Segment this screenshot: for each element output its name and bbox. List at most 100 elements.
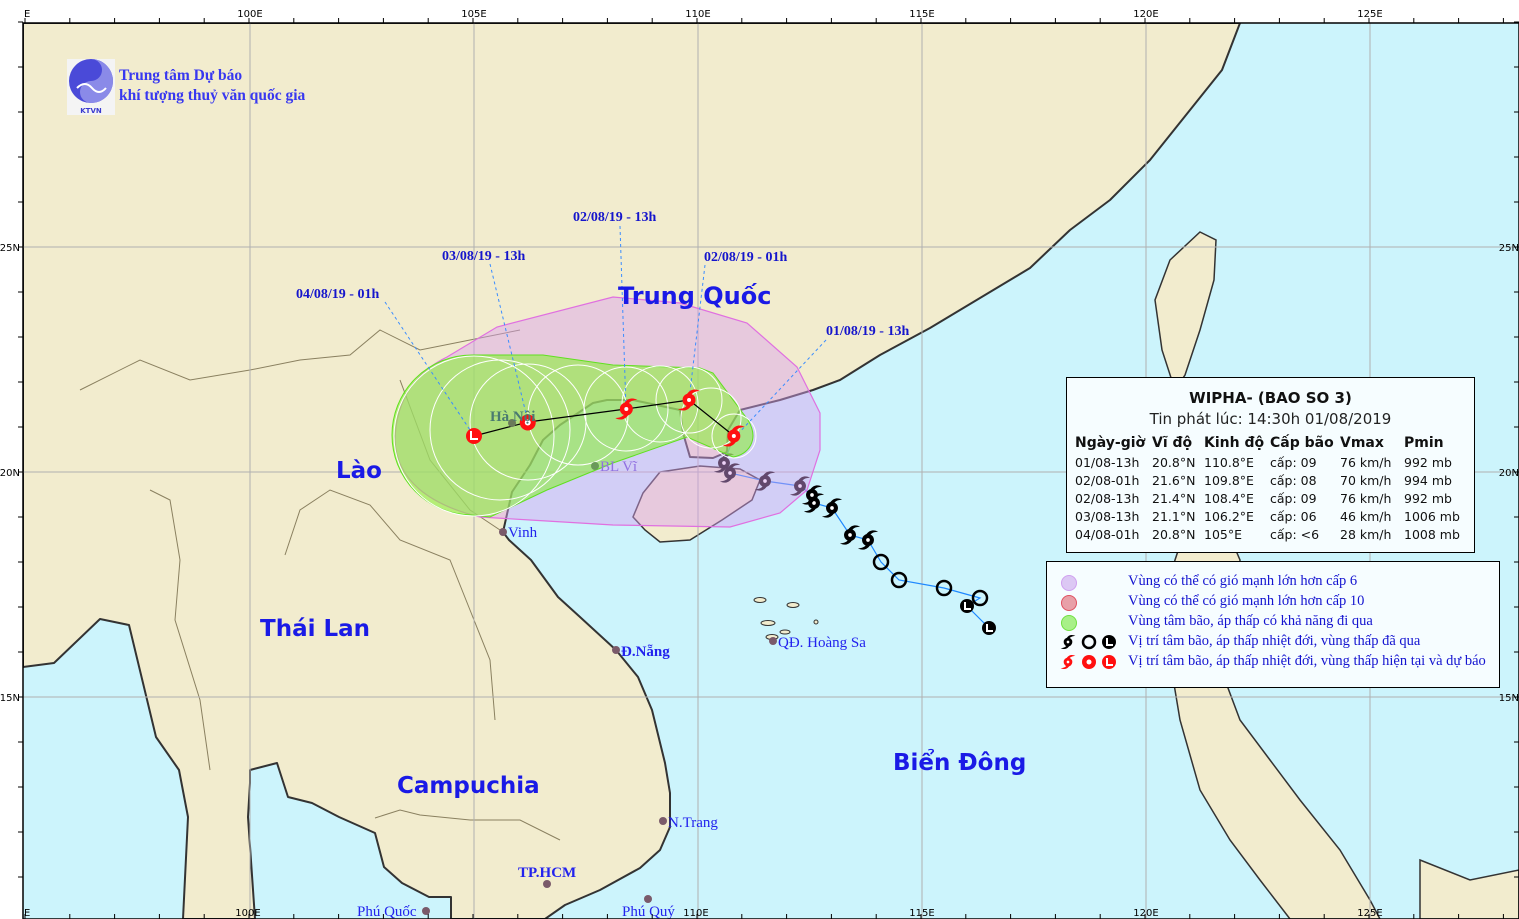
- left-axis-labels: 25N 20N 15N: [0, 243, 20, 704]
- legend-symbols: [1060, 654, 1116, 670]
- legend-swatch: [1061, 575, 1077, 591]
- past-depression-symbol: [935, 579, 953, 597]
- svg-text:120E: 120E: [1133, 908, 1158, 919]
- legend-swatch: [1061, 615, 1077, 631]
- table-row: 04/08-01h 20.8°N 105°E cấp: <6 28 km/h 1008 m…: [1075, 525, 1464, 543]
- table-cell: 76 km/h: [1340, 454, 1392, 470]
- past-low-symbol: [982, 621, 996, 635]
- table-cell: 21.6°N: [1152, 472, 1196, 488]
- table-cell: 992 mb: [1404, 490, 1452, 506]
- map-frame: [22, 22, 1519, 919]
- table-cell: 21.1°N: [1152, 508, 1196, 524]
- philippine-islands: [1419, 858, 1519, 919]
- forecast-low-symbol: [466, 428, 482, 444]
- table-cell: 02/08-01h: [1075, 472, 1140, 488]
- table-cell: cấp: 06: [1270, 508, 1317, 524]
- table-cell: 20.8°N: [1152, 526, 1196, 542]
- svg-text:25N: 25N: [1499, 243, 1519, 254]
- forecast-label-03-13h: 03/08/19 - 13h: [442, 249, 525, 264]
- label-lao: Lào: [336, 458, 382, 484]
- svg-text:125E: 125E: [1357, 9, 1382, 20]
- city-nha-trang: N.Trang: [668, 815, 718, 831]
- svg-text:20N: 20N: [0, 468, 20, 479]
- svg-text:E: E: [24, 908, 30, 919]
- svg-text:115E: 115E: [909, 9, 934, 20]
- forecast-label-02-01h: 02/08/19 - 01h: [704, 250, 787, 265]
- label-thai-lan: Thái Lan: [260, 616, 370, 642]
- column-header: Cấp bão: [1270, 435, 1334, 451]
- column-header: Vĩ độ: [1152, 435, 1193, 451]
- table-cell: cấp: 08: [1270, 472, 1317, 488]
- table-cell: 106.2°E: [1204, 508, 1254, 524]
- legend-swatch: [1061, 595, 1077, 611]
- table-cell: 994 mb: [1404, 472, 1452, 488]
- table-row: 01/08-13h 20.8°N 110.8°E cấp: 09 76 km/h 992 …: [1075, 453, 1464, 471]
- map-legend: Vùng có thể có gió mạnh lớn hơn cấp 6 Vùn…: [1046, 561, 1500, 688]
- city-markers: [422, 419, 777, 915]
- past-track: [713, 435, 996, 635]
- svg-text:KTVN: KTVN: [80, 107, 102, 115]
- forecast-label-02-13h: 02/08/19 - 13h: [573, 210, 656, 225]
- city-vinh: Vinh: [508, 525, 538, 541]
- legend-item: Vị trí tâm bão, áp thấp nhiệt đới, vùng …: [1047, 652, 1499, 672]
- past-depression-symbol: [971, 589, 989, 607]
- storm-title: WIPHA- (BAO SO 3): [1189, 389, 1352, 407]
- legend-label: Vị trí tâm bão, áp thấp nhiệt đới, vùng …: [1128, 633, 1421, 649]
- column-header: Vmax: [1340, 435, 1384, 451]
- issued-time: Tin phát lúc: 14:30h 01/08/2019: [1149, 410, 1392, 428]
- table-cell: 03/08-13h: [1075, 508, 1140, 524]
- column-header: Ngày-giờ: [1075, 435, 1146, 451]
- city-da-nang: Đ.Nẵng: [621, 644, 670, 660]
- paracel-islands: [753, 597, 819, 640]
- table-cell: 21.4°N: [1152, 490, 1196, 506]
- table-cell: 04/08-01h: [1075, 526, 1140, 542]
- storm-info-box: WIPHA- (BAO SO 3) Tin phát lúc: 14:30h 0…: [1066, 377, 1475, 553]
- legend-label: Vùng có thể có gió mạnh lớn hơn cấp 10: [1128, 593, 1365, 609]
- svg-text:100E: 100E: [237, 9, 262, 20]
- table-cell: 1006 mb: [1404, 508, 1460, 524]
- svg-text:20N: 20N: [1499, 468, 1519, 479]
- column-header: Kinh độ: [1204, 435, 1265, 451]
- table-row: 02/08-01h 21.6°N 109.8°E cấp: 08 70 km/h 994 …: [1075, 471, 1464, 489]
- city-phu-quoc: Phú Quốc: [357, 904, 417, 919]
- forecast-table: Ngày-giờ Vĩ độ Kinh độ Cấp bão Vmax Pmin 01/0…: [1075, 432, 1464, 543]
- forecast-label-04-01h: 04/08/19 - 01h: [296, 287, 379, 302]
- svg-text:100E: 100E: [235, 908, 260, 919]
- past-depression-symbol: [872, 553, 890, 571]
- svg-text:120E: 120E: [1133, 9, 1158, 20]
- table-cell: cấp: 09: [1270, 490, 1317, 506]
- city-phu-quy: Phú Quý: [622, 904, 675, 919]
- svg-text:15N: 15N: [0, 693, 20, 704]
- bottom-axis-labels: E 100E 110E 115E 120E 125E: [24, 908, 1383, 919]
- table-cell: 105°E: [1204, 526, 1243, 542]
- forecast-depression-symbol: [519, 414, 536, 431]
- table-cell: 01/08-13h: [1075, 454, 1140, 470]
- svg-text:110E: 110E: [683, 908, 708, 919]
- table-cell: 28 km/h: [1340, 526, 1392, 542]
- city-bl-vi: BL Vĩ: [600, 459, 638, 475]
- table-cell: 110.8°E: [1204, 454, 1254, 470]
- svg-text:E: E: [24, 9, 30, 20]
- legend-label: Vùng tâm bão, áp thấp có khả năng đi qua: [1128, 613, 1373, 629]
- label-bien-dong: Biển Đông: [893, 748, 1026, 776]
- svg-text:110E: 110E: [685, 9, 710, 20]
- legend-item: Vùng có thể có gió mạnh lớn hơn cấp 10: [1047, 592, 1499, 612]
- city-tp-hcm: TP.HCM: [518, 865, 576, 881]
- table-cell: 109.8°E: [1204, 472, 1254, 488]
- table-cell: 02/08-13h: [1075, 490, 1140, 506]
- label-leaders: [384, 225, 827, 437]
- svg-text:115E: 115E: [909, 908, 934, 919]
- top-axis-labels: E 100E 105E 110E 115E 120E 125E: [24, 9, 1383, 20]
- legend-label: Vị trí tâm bão, áp thấp nhiệt đới, vùng …: [1128, 653, 1486, 669]
- ktvn-logo: KTVN: [67, 59, 115, 115]
- past-track-line: [723, 435, 990, 629]
- table-cell: cấp: <6: [1270, 526, 1320, 542]
- table-cell: cấp: 09: [1270, 454, 1317, 470]
- table-cell: 20.8°N: [1152, 454, 1196, 470]
- table-cell: 992 mb: [1404, 454, 1452, 470]
- svg-text:25N: 25N: [0, 243, 20, 254]
- svg-text:15N: 15N: [1499, 693, 1519, 704]
- forecast-positions: [466, 389, 745, 447]
- legend-item: Vùng có thể có gió mạnh lớn hơn cấp 6: [1047, 572, 1499, 592]
- city-ha-noi: Hà Nội: [490, 409, 535, 425]
